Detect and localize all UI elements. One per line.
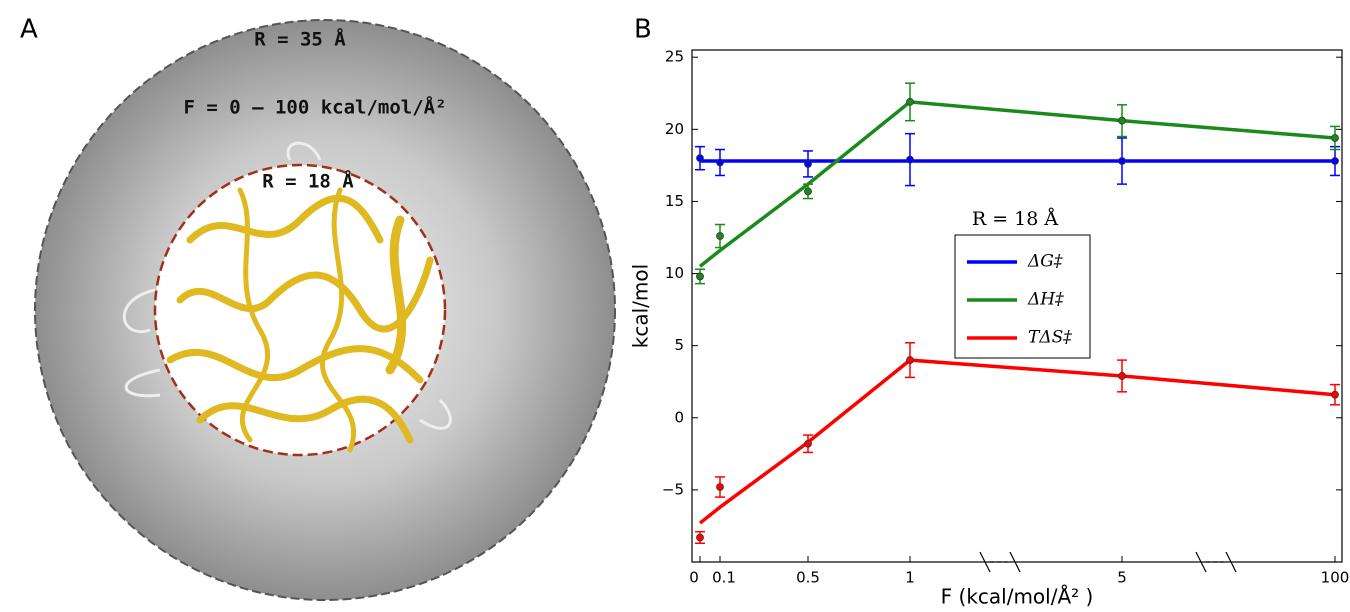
x-tick-label: 0.5 (796, 569, 820, 587)
y-tick-label: 5 (674, 336, 684, 354)
y-tick-label: −5 (662, 480, 684, 498)
legend-label: ΔG‡ (1027, 252, 1063, 272)
y-axis-label: kcal/mol (629, 264, 653, 348)
x-tick-label: 1 (905, 569, 915, 587)
axis-break (979, 551, 1237, 573)
protein (166, 187, 434, 453)
point (696, 154, 704, 163)
y-tick-label: 25 (665, 48, 684, 66)
legend-label: ΔH‡ (1027, 290, 1064, 310)
y-tick-label: 20 (665, 120, 684, 138)
point (1118, 116, 1126, 125)
x-tick-label: 100 (1321, 569, 1350, 587)
point (804, 160, 812, 168)
inner-radius: R = 18 Å (262, 169, 354, 193)
point (696, 533, 704, 542)
point (696, 272, 704, 281)
outer-radius: R = 35 Å (254, 27, 346, 51)
panel-label: B (634, 15, 652, 45)
x-axis-label: F (kcal/mol/Å² ) (941, 585, 1094, 609)
fit-line (698, 358, 1336, 525)
point (906, 356, 914, 364)
protein-loops (122, 141, 452, 430)
legend-title: R = 18 Å (972, 208, 1059, 230)
point (906, 98, 914, 106)
point (804, 439, 812, 448)
x-tick-label: 0.1 (712, 569, 736, 587)
panel-label: A (20, 15, 38, 45)
point (906, 155, 914, 164)
inner-sphere (153, 163, 447, 457)
point (1331, 390, 1339, 399)
point (1331, 157, 1339, 165)
point (716, 158, 724, 167)
force-range: F = 0 – 100 kcal/mol/Å² (183, 95, 446, 119)
y-tick-label: 15 (665, 192, 684, 210)
point (716, 232, 724, 240)
point (804, 187, 812, 196)
point (1331, 134, 1339, 142)
y-tick-label: 0 (674, 408, 684, 426)
point (1118, 157, 1126, 165)
y-tick-label: 10 (665, 264, 684, 282)
legend-label: TΔS‡ (1028, 328, 1072, 348)
x-tick-label: 0 (689, 569, 699, 587)
x-tick-label: 5 (1117, 569, 1127, 587)
point (716, 483, 724, 491)
fit-line (698, 100, 1336, 268)
plot-frame (691, 49, 1343, 563)
point (1118, 372, 1126, 380)
